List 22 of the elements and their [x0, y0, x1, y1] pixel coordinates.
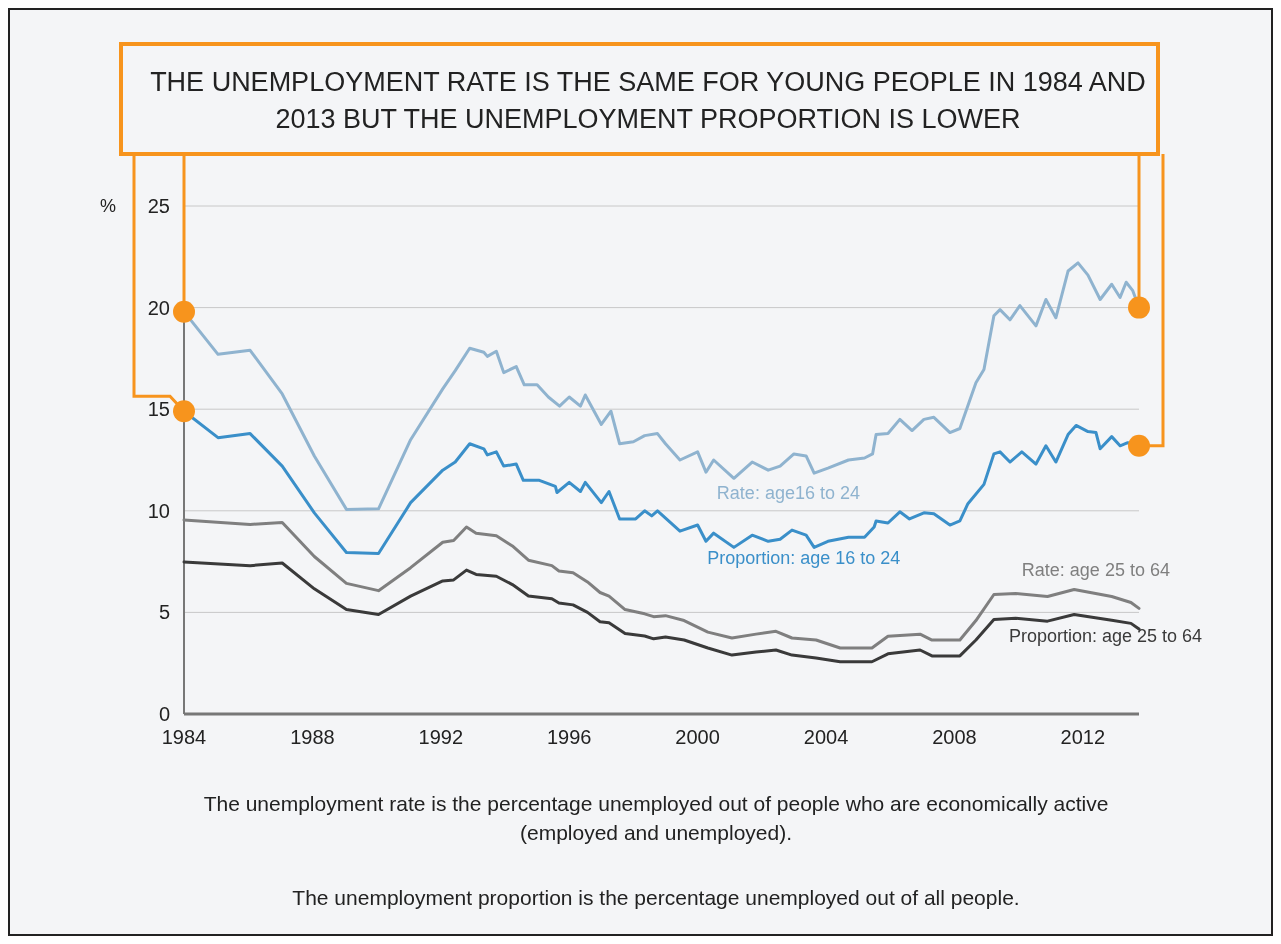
- x-tick-label: 2008: [932, 726, 977, 748]
- x-tick-label: 1984: [161, 726, 207, 748]
- series-label: Rate: age16 to 24: [716, 482, 860, 503]
- x-tick-label: 1992: [418, 726, 464, 748]
- y-tick-label: 25: [147, 195, 170, 217]
- series-label: Rate: age 25 to 64: [1021, 559, 1170, 580]
- x-tick-label: 2012: [1060, 726, 1106, 748]
- y-tick-label: 20: [147, 296, 170, 319]
- y-tick-label: 5: [158, 601, 170, 624]
- series-label: Proportion: age 16 to 24: [707, 547, 901, 568]
- chart-title: THE UNEMPLOYMENT RATE IS THE SAME FOR YOUNG PEOPLE IN 1984 AND 2013 BUT THE UNEMPLOYMENT PROPORTION IS LOWER: [150, 67, 1146, 134]
- y-tick-label: 15: [147, 398, 170, 421]
- text: The unemployment proportion is the percentage unemployed out of all people.: [292, 886, 1020, 909]
- x-tick-label: 2004: [803, 726, 849, 748]
- y-axis-title: %: [99, 196, 117, 217]
- y-tick-label: 0: [158, 703, 170, 725]
- y-tick-label: 10: [147, 499, 170, 522]
- x-tick-label: 2000: [675, 726, 720, 748]
- text: The unemployment rate is the percentage unemployed out of people who are economically active (employed and unemployed).: [203, 792, 1109, 844]
- x-tick-label: 1996: [546, 726, 592, 748]
- x-tick-label: 1988: [290, 726, 335, 748]
- series-label: Proportion: age 25 to 64: [1008, 625, 1203, 646]
